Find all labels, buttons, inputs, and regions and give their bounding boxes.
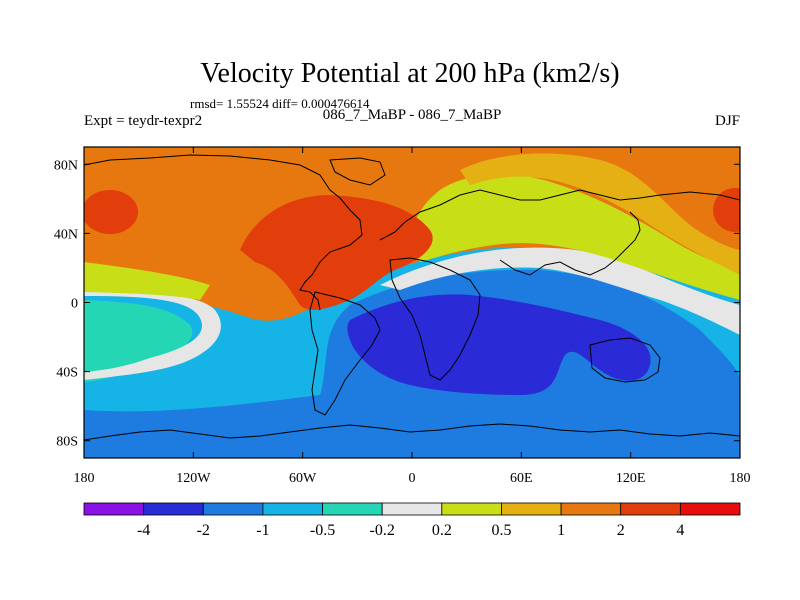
- y-tick-label: 80S: [56, 435, 78, 450]
- y-tick-label: 0: [71, 297, 78, 312]
- colorbar-label: -4: [137, 522, 150, 539]
- field-level-dark-blue: [347, 294, 651, 395]
- experiment-label: Expt = teydr-texpr2: [84, 113, 202, 129]
- field-level-gold: [460, 153, 740, 275]
- comparison-label: 086_7_MaBP - 086_7_MaBP: [323, 107, 502, 123]
- colorbar-label: -0.5: [310, 522, 335, 539]
- coast-south-america: [309, 291, 381, 416]
- colorbar-box: [560, 502, 622, 516]
- field-level-red-west: [84, 190, 138, 234]
- colorbar-label: 2: [617, 522, 625, 539]
- x-tick-label: 120E: [616, 471, 646, 486]
- colorbar-box: [262, 502, 323, 516]
- season-label: DJF: [715, 113, 740, 129]
- coastlines: [84, 154, 740, 441]
- colorbar-box: [679, 502, 741, 516]
- field-level-cyan-west: [84, 300, 193, 382]
- coast-australia: [589, 337, 661, 383]
- colorbar-box: [202, 502, 264, 516]
- coast-eurasia: [379, 189, 740, 241]
- colorbar-label: -1: [256, 522, 269, 539]
- x-tick-label: 60E: [510, 471, 533, 486]
- x-axis: 180 120W 60W 0 60E 120E 180: [74, 147, 751, 486]
- colorbar-label: -0.2: [370, 522, 395, 539]
- x-tick-label: 0: [409, 471, 416, 486]
- field-level-red-east: [713, 188, 740, 232]
- colorbar-box: [83, 502, 145, 516]
- x-tick-label: 120W: [176, 471, 211, 486]
- y-axis: 80N 40N 0 40S 80S: [54, 158, 740, 450]
- y-tick-label: 40S: [56, 366, 78, 381]
- x-tick-label: 180: [74, 471, 95, 486]
- field-level-red-orange: [240, 195, 433, 310]
- x-tick-label: 180: [730, 471, 751, 486]
- colorbar: -4 -2 -1 -0.5 -0.2 0.2 0.5 1 2 4: [83, 502, 741, 539]
- coast-greenland: [329, 157, 386, 186]
- coast-north-america: [84, 154, 363, 311]
- colorbar-label: 0.2: [432, 522, 452, 539]
- colorbar-label: 0.5: [491, 522, 511, 539]
- stats-label: rmsd= 1.55524 diff= 0.000476614: [190, 96, 370, 111]
- colorbar-label: 4: [676, 522, 684, 539]
- colorbar-box: [143, 502, 204, 516]
- coast-africa: [389, 257, 481, 381]
- coast-antarctica: [84, 423, 740, 441]
- colorbar-box: [322, 502, 383, 516]
- y-tick-label: 80N: [54, 158, 78, 173]
- colorbar-box: [501, 502, 562, 516]
- contour-field: [84, 147, 740, 458]
- field-level-white-band: [84, 247, 740, 380]
- colorbar-box: [620, 502, 681, 516]
- colorbar-box: [381, 502, 443, 516]
- colorbar-label: 1: [557, 522, 565, 539]
- x-tick-label: 60W: [289, 471, 317, 486]
- coast-asia-south: [499, 211, 641, 276]
- colorbar-label: -2: [197, 522, 210, 539]
- y-tick-label: 40N: [54, 227, 78, 242]
- colorbar-box: [441, 502, 502, 516]
- chart-title: Velocity Potential at 200 hPa (km2/s): [200, 58, 619, 89]
